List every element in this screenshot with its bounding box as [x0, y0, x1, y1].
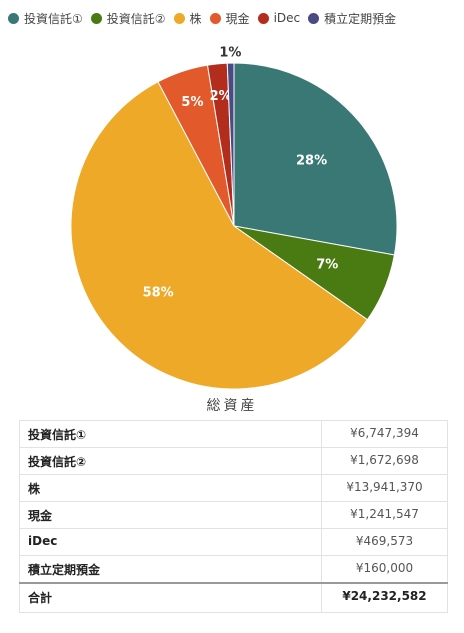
row-value: ¥6,747,394 [321, 420, 448, 448]
row-label: 積立定期預金 [19, 555, 322, 583]
legend-item[interactable]: 投資信託① [8, 10, 83, 27]
legend-swatch [8, 12, 19, 24]
pie-slice [70, 81, 369, 390]
legend-swatch [308, 12, 320, 24]
slice-percent-label: 5% [181, 95, 203, 110]
row-label: 株 [19, 474, 322, 502]
row-label: 投資信託② [19, 447, 322, 475]
row-value: ¥469,573 [321, 528, 448, 556]
row-value: ¥13,941,370 [321, 474, 448, 502]
slice-percent-label: 2% [210, 89, 232, 104]
legend-item[interactable]: 積立定期預金 [308, 10, 396, 27]
table-row: 積立定期預金 ¥160,000 [19, 555, 448, 583]
legend-label: 投資信託① [24, 11, 83, 26]
slice-percent-label: 58% [143, 285, 174, 300]
pie-slice [233, 62, 398, 256]
legend-item[interactable]: 現金 [209, 10, 250, 27]
row-value: ¥1,241,547 [321, 501, 448, 529]
legend-swatch [173, 12, 185, 24]
row-label: 投資信託① [19, 420, 322, 448]
total-value: ¥24,232,582 [321, 581, 448, 613]
legend-item[interactable]: 株 [173, 10, 202, 27]
row-label: 現金 [19, 501, 322, 529]
table-row: 投資信託② ¥1,672,698 [19, 447, 448, 475]
pie-slice [226, 62, 235, 227]
slice-percent-label: 7% [316, 257, 338, 272]
total-label: 合計 [19, 581, 322, 613]
total-row: 合計 ¥24,232,582 [19, 581, 448, 613]
legend-item[interactable]: 投資信託② [90, 10, 166, 27]
row-value: ¥1,672,698 [321, 447, 448, 475]
chart-legend: 投資信託① 投資信託② 株 現金 iDec 積立定期預金 [8, 6, 460, 30]
legend-swatch [257, 12, 269, 24]
legend-label: iDec [273, 11, 301, 25]
table-row: 株 ¥13,941,370 [19, 474, 448, 502]
legend-item[interactable]: iDec [257, 11, 301, 25]
table-row: 現金 ¥1,241,547 [19, 501, 448, 529]
table-row: 投資信託① ¥6,747,394 [19, 420, 448, 448]
legend-label: 現金 [225, 11, 250, 26]
legend-swatch [90, 12, 102, 24]
slice-percent-label: 1% [219, 46, 241, 61]
legend-label: 積立定期預金 [324, 11, 397, 26]
legend-label: 投資信託② [106, 11, 166, 26]
legend-label: 株 [189, 11, 202, 26]
pie-chart: 28% 7% 58% 5% 2% 1% [70, 46, 398, 390]
chart-title: 総資産 [206, 398, 258, 414]
asset-summary-table: 投資信託① ¥6,747,394 投資信託② ¥1,672,698 株 ¥13,… [19, 420, 448, 613]
legend-swatch [209, 12, 221, 24]
slice-percent-label: 28% [296, 154, 327, 169]
row-label: iDec [19, 528, 322, 556]
table-row: iDec ¥469,573 [19, 528, 448, 556]
row-value: ¥160,000 [321, 555, 448, 583]
